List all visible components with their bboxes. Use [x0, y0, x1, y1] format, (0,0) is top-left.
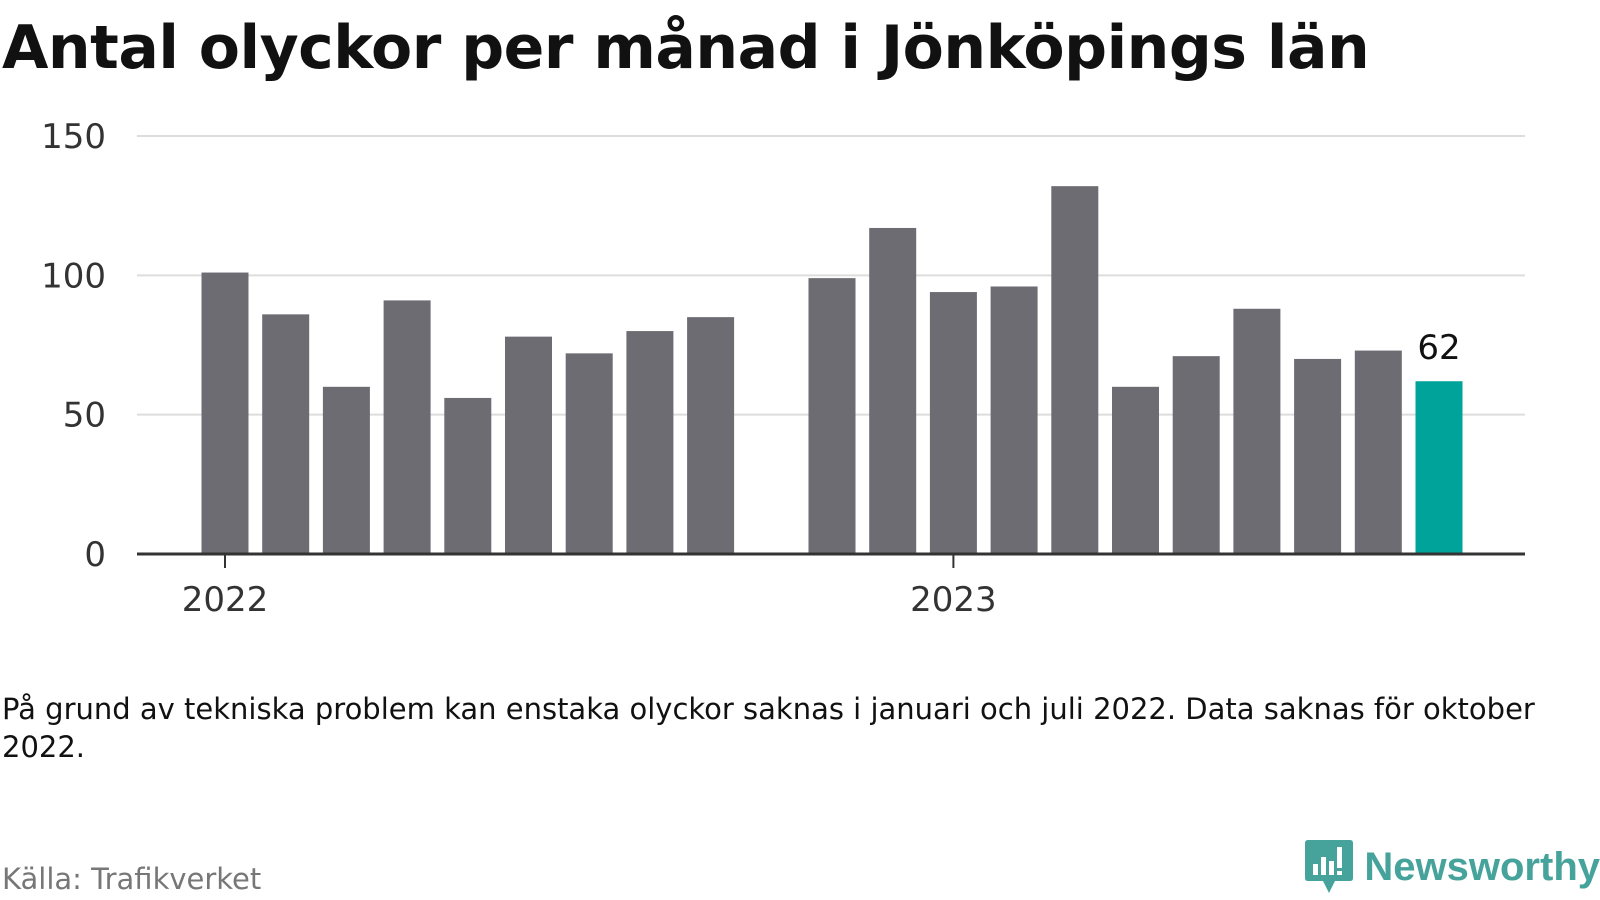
bar-2022-11 [808, 278, 856, 554]
newsworthy-logo: Newsworthy [1304, 838, 1600, 896]
bar-2023-01 [929, 292, 977, 554]
bar-chart: 0 50 100 150 2022 2023 62 [41, 117, 1525, 620]
bar-2022-09 [687, 317, 735, 554]
bar-2023-04 [1112, 386, 1159, 554]
newsworthy-bar-chart-icon [1305, 840, 1354, 893]
source-credit: Källa: Trafikverket [2, 862, 262, 896]
y-tick-label-150: 150 [41, 117, 106, 157]
bar-2023-02 [990, 286, 1038, 554]
footnote: På grund av tekniska problem kan enstaka… [2, 692, 1535, 764]
y-tick-label-100: 100 [41, 256, 106, 296]
bar-2023-03 [1051, 186, 1099, 554]
y-tick-label-50: 50 [63, 396, 106, 436]
bar-2022-04 [383, 300, 431, 554]
logo-text: Newsworthy [1364, 844, 1600, 889]
bar-2023-06 [1233, 308, 1281, 554]
bar-2023-05 [1172, 356, 1220, 554]
x-axis [137, 552, 1525, 568]
bar-2023-08 [1354, 350, 1402, 554]
x-tick-label-2023: 2023 [910, 580, 997, 620]
bar-2022-05 [444, 397, 492, 554]
data-label-2023-09: 62 [1417, 328, 1460, 368]
bar-2022-01 [201, 272, 249, 554]
x-tick-label-2022: 2022 [182, 580, 269, 620]
bar-2022-03 [322, 386, 370, 554]
tick-labels: 0 50 100 150 2022 2023 62 [41, 117, 1461, 620]
bars [201, 186, 1463, 554]
bar-2022-02 [262, 314, 310, 554]
bar-2022-07 [565, 353, 613, 554]
bar-2023-09 [1415, 381, 1463, 554]
bar-2023-07 [1294, 358, 1342, 554]
bar-2022-06 [505, 336, 552, 554]
bar-2022-12 [869, 227, 917, 554]
chart-title: Antal olyckor per månad i Jönköpings län [2, 13, 1370, 83]
bar-2022-08 [626, 331, 674, 554]
y-tick-label-0: 0 [84, 535, 106, 575]
